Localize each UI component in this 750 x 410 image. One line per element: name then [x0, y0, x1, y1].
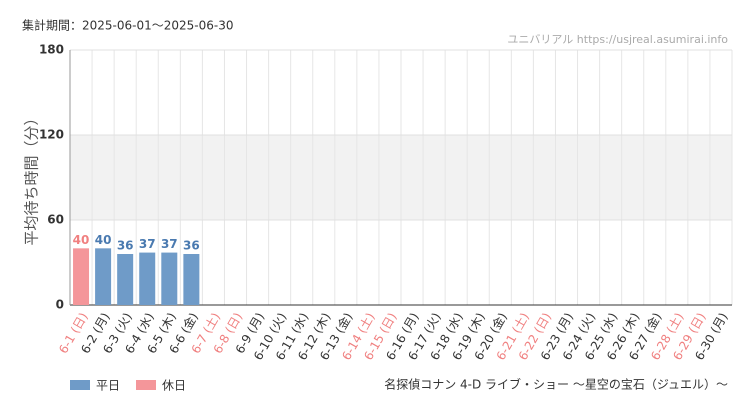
data-label: 37 — [161, 237, 178, 251]
watermark: ユニバリアル https://usjreal.asumirai.info — [507, 33, 728, 46]
legend-label: 休日 — [162, 379, 186, 393]
data-label: 40 — [73, 233, 90, 247]
legend-swatch — [136, 380, 156, 390]
y-tick-label: 180 — [39, 43, 64, 57]
bar — [183, 254, 200, 305]
y-tick-label: 0 — [56, 298, 64, 312]
y-tick-label: 60 — [47, 213, 64, 227]
bar — [95, 248, 112, 305]
subtitle: 名探偵コナン 4-D ライブ・ショー ～星空の宝石（ジュエル）～ — [384, 377, 728, 392]
chart-title: 集計期間：2025-06-01〜2025-06-30 — [22, 18, 233, 33]
data-label: 36 — [117, 239, 134, 253]
data-label: 40 — [95, 233, 112, 247]
data-label: 37 — [139, 237, 156, 251]
bar — [161, 252, 178, 305]
data-label: 36 — [183, 239, 200, 253]
bar — [117, 254, 134, 305]
legend-label: 平日 — [96, 379, 120, 393]
y-axis-label: 平均待ち時間（分） — [23, 110, 41, 245]
legend-swatch — [70, 380, 90, 390]
bar — [73, 248, 90, 305]
bar — [139, 252, 156, 305]
y-tick-label: 120 — [39, 128, 64, 142]
